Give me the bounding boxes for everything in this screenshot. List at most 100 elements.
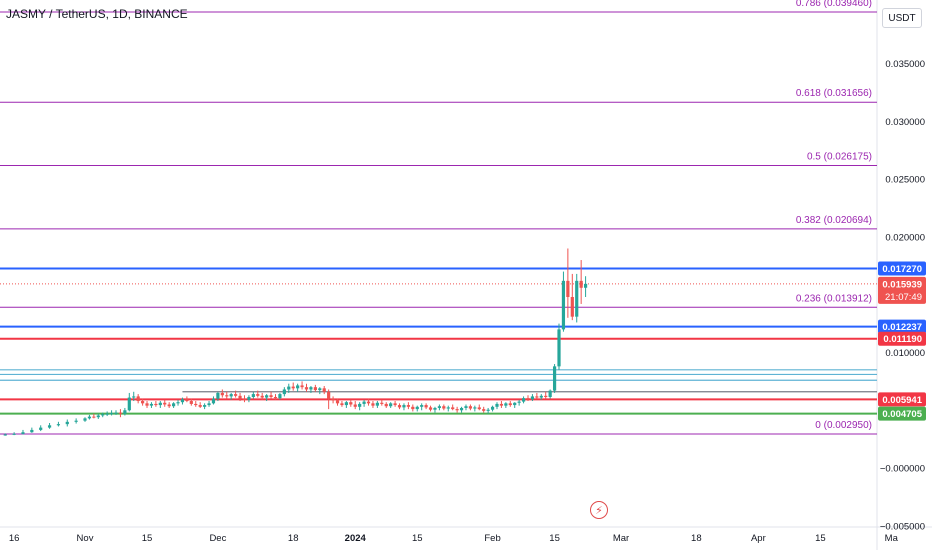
candle-body xyxy=(579,280,583,288)
candle-body xyxy=(198,405,202,407)
price-tag xyxy=(878,319,926,334)
candle-body xyxy=(442,406,446,409)
candle-body xyxy=(521,398,526,402)
currency-selector[interactable]: USDT xyxy=(882,8,922,28)
candle-body xyxy=(278,394,282,399)
candle-body xyxy=(539,395,543,398)
candle-body xyxy=(482,409,486,411)
price-tag-label: 0.012237 xyxy=(882,322,922,333)
candle-body xyxy=(464,406,468,408)
x-tick-label: Apr xyxy=(751,533,766,544)
candle-body xyxy=(437,406,441,408)
candle-body xyxy=(406,405,410,407)
candle-body xyxy=(411,406,415,410)
fib-label-1: 0.618 (0.031656) xyxy=(796,88,872,99)
candle-body xyxy=(446,407,450,409)
x-tick-label: Ma xyxy=(885,533,899,544)
candle-body xyxy=(499,403,504,406)
candle-body xyxy=(490,406,495,410)
candle-body xyxy=(234,394,238,396)
candle-body xyxy=(552,366,557,391)
candle-body xyxy=(570,297,574,317)
candle-body xyxy=(172,403,176,407)
candle-body xyxy=(83,418,87,421)
candle-body xyxy=(322,388,326,392)
x-tick-label: 18 xyxy=(691,533,702,544)
candle-body xyxy=(318,388,322,391)
candle-body xyxy=(176,402,180,404)
candle-body xyxy=(304,387,309,390)
candle-body xyxy=(473,407,477,409)
candle-body xyxy=(136,396,140,402)
candle-body xyxy=(167,404,171,407)
x-tick-label: Nov xyxy=(77,533,94,544)
candle-body xyxy=(331,398,335,401)
candle-body xyxy=(362,401,366,404)
y-tick-label: 0.025000 xyxy=(885,175,925,186)
candle-body xyxy=(335,400,340,404)
y-tick-label: 0.010000 xyxy=(885,348,925,359)
candle-body xyxy=(575,280,579,317)
candle-body xyxy=(242,398,247,400)
candle-body xyxy=(340,403,344,406)
x-tick-label: Mar xyxy=(613,533,629,544)
candle-body xyxy=(12,433,16,435)
price-tag xyxy=(878,261,926,276)
candle-body xyxy=(495,403,499,407)
candle-body xyxy=(557,329,561,367)
candle-body xyxy=(296,385,300,389)
candle-body xyxy=(47,425,52,428)
fib-label-0: 0.786 (0.039460) xyxy=(796,0,872,9)
candle-body xyxy=(428,407,433,410)
candle-body xyxy=(140,401,145,404)
candle-body xyxy=(397,405,402,408)
candle-body xyxy=(114,412,118,414)
candle-body xyxy=(269,395,273,397)
candle-body xyxy=(163,402,167,405)
candle-body xyxy=(561,280,566,330)
candle-body xyxy=(300,385,304,388)
candle-body xyxy=(358,403,362,407)
candle-body xyxy=(225,395,229,397)
candle-body xyxy=(229,394,233,397)
candle-body xyxy=(486,409,490,411)
fib-label-4: 0.236 (0.013912) xyxy=(796,293,872,304)
flash-icon[interactable]: ⚡ xyxy=(590,501,608,519)
candle-body xyxy=(544,395,548,397)
y-tick-label: 0.035000 xyxy=(885,59,925,70)
x-tick-label: 16 xyxy=(9,533,20,544)
candle-body xyxy=(238,395,242,399)
candle-body xyxy=(265,395,269,398)
candle-body xyxy=(282,389,286,395)
candle-body xyxy=(30,429,34,433)
candle-body xyxy=(402,405,406,408)
candle-body xyxy=(513,402,517,406)
price-tag xyxy=(878,392,926,407)
candle-body xyxy=(415,406,419,410)
candle-body xyxy=(189,401,193,404)
price-tag-label: 0.017270 xyxy=(882,264,922,275)
candle-body xyxy=(260,395,264,398)
chart-title: JASMY / TetherUS, 1D, BINANCE xyxy=(6,7,188,21)
candle-body xyxy=(132,396,136,398)
candle-body xyxy=(211,398,216,404)
x-tick-label: Feb xyxy=(484,533,500,544)
candle-body xyxy=(535,396,539,398)
candle-body xyxy=(353,404,357,407)
candle-body xyxy=(149,403,154,406)
candle-body xyxy=(194,403,198,406)
candle-body xyxy=(583,283,588,288)
price-tag-label: 0.004705 xyxy=(882,409,922,420)
candle-body xyxy=(344,402,348,406)
y-tick-label: −0.005000 xyxy=(880,521,925,532)
x-tick-label: Dec xyxy=(209,533,226,544)
candle-body xyxy=(327,391,331,399)
candle-body xyxy=(420,405,424,407)
candle-body xyxy=(185,399,189,402)
price-tag xyxy=(878,406,926,421)
candle-body xyxy=(203,405,207,407)
candle-body xyxy=(180,399,185,403)
price-tag-label: 0.011190 xyxy=(883,334,922,345)
candle-body xyxy=(477,407,481,410)
